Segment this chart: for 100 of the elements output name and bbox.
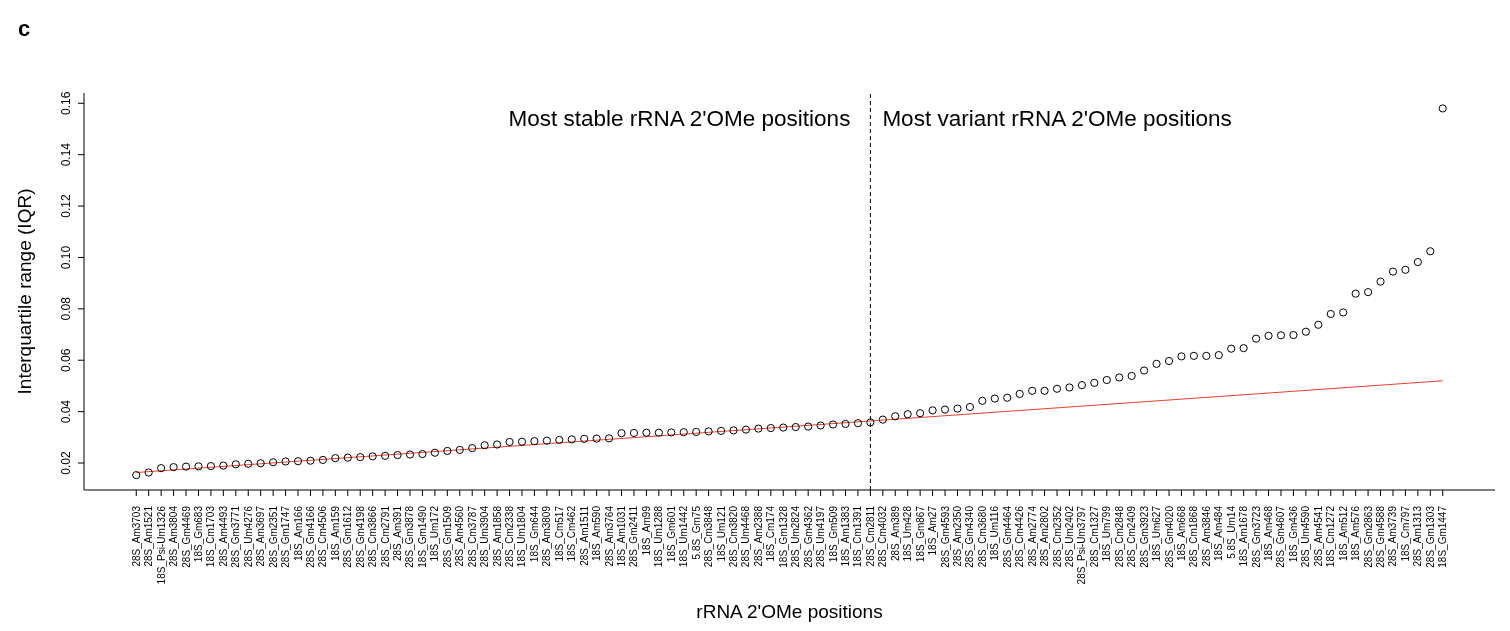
x-tick-label: 28S_Gm4198 xyxy=(354,505,366,568)
x-tick-label: 28S_Am391 xyxy=(392,505,404,562)
x-tick-label: 18S_Am576 xyxy=(1350,505,1362,562)
x-tick-label: 28S_Gm4166 xyxy=(304,505,316,568)
y-tick-label: 0.08 xyxy=(59,296,73,321)
x-tick-label: 18S_Psi-Um1326 xyxy=(155,505,167,585)
x-tick-label: 18S_Um1288 xyxy=(653,505,665,568)
x-tick-label: 18S_Um1804 xyxy=(516,505,528,568)
x-tick-label: 28S_Um2824 xyxy=(790,505,802,568)
x-tick-label: 28S_Gm1509 xyxy=(441,505,453,568)
x-tick-label: 28S_Cm1868 xyxy=(1188,505,1200,568)
x-tick-label: 18S_Gm436 xyxy=(1287,505,1299,563)
chart-title: c xyxy=(18,16,31,42)
x-tick-label: 18S_Am668 xyxy=(1175,505,1187,562)
x-tick-label: 18S_Cm174 xyxy=(765,505,777,562)
x-tick-label: 28S_Am2802 xyxy=(1039,505,1051,567)
x-tick-label: 28S_Gm3723 xyxy=(1250,505,1262,568)
x-tick-label: 28S_Um4468 xyxy=(740,505,752,568)
x-tick-label: 28S_Am1858 xyxy=(491,505,503,567)
x-tick-label: 18S_Gm509 xyxy=(827,505,839,563)
x-tick-label: 18S_Um116 xyxy=(989,505,1001,561)
x-tick-label: 28S_Gm4340 xyxy=(964,505,976,568)
y-tick-label: 0.06 xyxy=(59,348,73,372)
y-tick-label: 0.16 xyxy=(59,91,73,115)
x-tick-label: 28S_Am4541 xyxy=(1312,505,1324,567)
x-tick-label: 28S_Um4197 xyxy=(815,505,827,568)
x-tick-label: 18S_Am1678 xyxy=(1238,505,1250,567)
x-tick-label: 28S_Am2774 xyxy=(1026,505,1038,567)
x-tick-label: 28S_Am3804 xyxy=(168,505,180,567)
x-tick-label: 28S_Cm4506 xyxy=(317,505,329,568)
x-tick-label: 18S_Cm1391 xyxy=(852,505,864,568)
x-axis-title: rRNA 2'OMe positions xyxy=(696,601,883,622)
y-axis-title: Interquartile range (IQR) xyxy=(13,188,35,395)
annotation: Most variant rRNA 2'OMe positions xyxy=(882,106,1232,132)
y-tick-label: 0.02 xyxy=(59,451,73,475)
x-tick-label: 28S_Gm4588 xyxy=(1375,505,1387,568)
x-tick-label: 28S_Am2350 xyxy=(951,505,963,567)
x-tick-label: 18S_Gm1328 xyxy=(777,505,789,568)
x-tick-label: 18S_Cm462 xyxy=(566,505,578,562)
x-tick-label: 28S_Gm2863 xyxy=(1362,505,1374,568)
x-tick-label: 28S_Am3809 xyxy=(541,505,553,567)
x-tick-label: 28S_Cm2811 xyxy=(864,505,876,567)
x-tick-label: 28S_Am4493 xyxy=(217,505,229,567)
x-tick-label: 28S_Am3739 xyxy=(1387,505,1399,567)
x-tick-label: 18S_Am99 xyxy=(640,505,652,556)
x-tick-label: 18S_Gm683 xyxy=(192,505,204,563)
x-tick-label: 18S_Cm517 xyxy=(553,505,565,562)
x-tick-label: 28S_Gm3878 xyxy=(404,505,416,568)
x-tick-label: 18S_Cm1703 xyxy=(205,505,217,568)
x-tick-label: 28S_Gm1612 xyxy=(342,505,354,568)
x-tick-label: 28S_Am1521 xyxy=(143,505,155,567)
x-tick-label: 18S_Am27 xyxy=(927,505,939,556)
x-tick-label: 28S_Cm2409 xyxy=(1126,505,1138,568)
x-tick-label: 28S_Gm4362 xyxy=(802,505,814,568)
x-tick-label: 18S_Am1031 xyxy=(616,505,628,567)
x-tick-label: 18S_Am159 xyxy=(329,505,341,562)
annotation: Most stable rRNA 2'OMe positions xyxy=(508,106,851,132)
x-tick-label: 5.8S_Gm75 xyxy=(690,505,702,560)
x-tick-label: 28S_Gm3771 xyxy=(230,505,242,568)
x-tick-label: 28S_Am1313 xyxy=(1412,505,1424,567)
x-tick-label: 28S_Um2402 xyxy=(1063,505,1075,568)
x-tick-label: 28S_Gm3923 xyxy=(1138,505,1150,568)
x-tick-label: 18S_Um172 xyxy=(429,505,441,562)
y-tick-label: 0.12 xyxy=(59,194,73,218)
x-tick-label: 28S_Cm2352 xyxy=(1051,505,1063,568)
x-tick-label: 5.8S_Um14 xyxy=(1225,505,1237,559)
x-tick-label: 18S_Cm1272 xyxy=(1325,505,1337,568)
x-tick-label: 28S_Gm4607 xyxy=(1275,505,1287,568)
x-tick-label: 28S_Am3764 xyxy=(603,505,615,567)
x-tick-label: 28S_Cm3848 xyxy=(703,505,715,568)
x-tick-label: 28S_Gm4469 xyxy=(180,505,192,568)
y-tick-label: 0.10 xyxy=(59,245,73,270)
x-tick-label: 28S_Cm3787 xyxy=(466,505,478,568)
x-tick-label: 28S_Cm2338 xyxy=(504,505,516,568)
x-tick-label: 28S_Am2388 xyxy=(752,505,764,567)
x-tick-label: 18S_Um1442 xyxy=(678,505,690,568)
x-tick-label: 28S_Cm3680 xyxy=(976,505,988,568)
x-tick-label: 18S_Am166 xyxy=(292,505,304,562)
x-tick-label: 28S_Cm4032 xyxy=(877,505,889,568)
x-tick-label: 18S_Am468 xyxy=(1263,505,1275,562)
x-tick-label: 18S_Um121 xyxy=(715,505,727,562)
x-tick-label: 18S_Am590 xyxy=(591,505,603,562)
x-tick-label: 18S_Gm644 xyxy=(528,505,540,563)
x-tick-label: 28S_Am3697 xyxy=(255,505,267,567)
x-tick-label: 18S_Um799 xyxy=(1101,505,1113,562)
x-tick-label: 18S_Am484 xyxy=(1213,505,1225,562)
x-tick-label: 28S_Um4276 xyxy=(242,505,254,568)
x-tick-label: 28S_Gm1303 xyxy=(1424,505,1436,568)
x-tick-label: 28S_Cm3866 xyxy=(367,505,379,568)
x-tick-label: 28S_Am1511 xyxy=(578,505,590,566)
x-tick-label: 28S_Cm2848 xyxy=(1113,505,1125,568)
x-tick-label: 28S_Am389 xyxy=(889,505,901,562)
x-tick-label: 18S_Gm867 xyxy=(914,505,926,563)
x-tick-label: 18S_Gm601 xyxy=(665,505,677,563)
x-tick-label: 28S_Gm4020 xyxy=(1163,505,1175,568)
x-tick-label: 28S_Cm2791 xyxy=(379,505,391,568)
x-tick-label: 28S_Psi-Um3797 xyxy=(1076,505,1088,585)
x-tick-label: 28S_Cm1327 xyxy=(1088,505,1100,568)
x-tick-label: 18S_Am512 xyxy=(1337,505,1349,562)
y-tick-label: 0.14 xyxy=(59,142,73,167)
